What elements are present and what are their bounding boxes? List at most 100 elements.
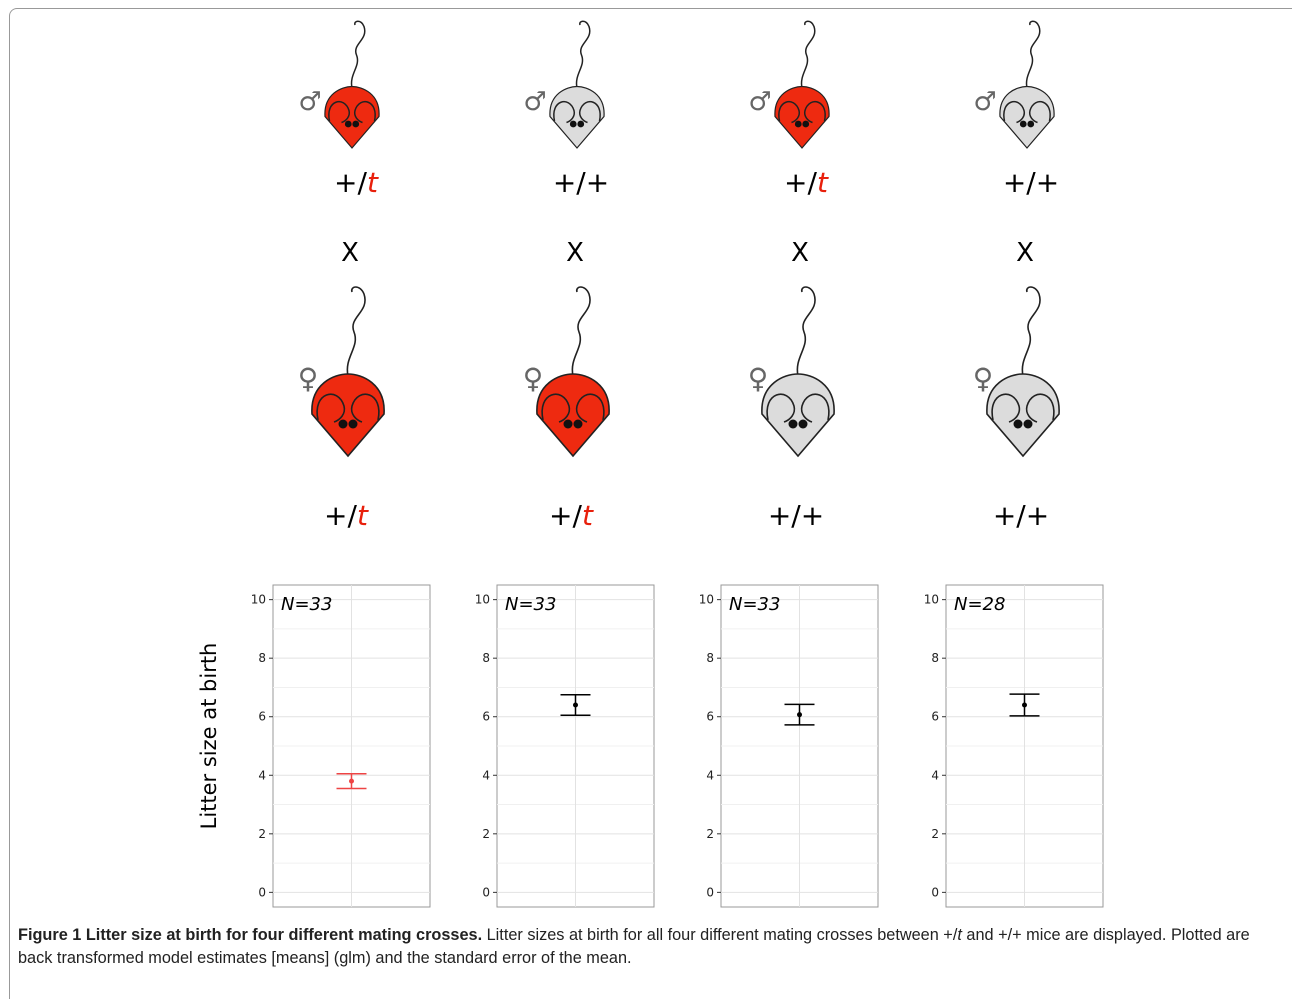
genotype-part: +/ xyxy=(784,166,817,199)
mouse-eye xyxy=(1020,121,1027,128)
genotype: +/+ xyxy=(553,166,609,199)
y-tick-label: 4 xyxy=(258,768,266,782)
mouse-tail xyxy=(1022,287,1040,376)
mouse-tail xyxy=(577,21,590,88)
y-axis-label: Litter size at birth xyxy=(197,643,221,830)
caption-text: Litter sizes at birth for all four diffe… xyxy=(482,926,957,944)
genotype: +/t xyxy=(784,166,829,199)
mouse-body xyxy=(987,374,1059,456)
mouse-body xyxy=(537,374,609,456)
male-symbol: ♂ xyxy=(748,87,771,117)
mouse xyxy=(325,21,379,148)
genotype-part: t xyxy=(817,166,829,199)
mouse-tail xyxy=(352,21,365,88)
mouse xyxy=(775,21,829,148)
genotype: +/+ xyxy=(1003,166,1059,199)
sample-size: N=33 xyxy=(729,594,780,615)
mouse-tail xyxy=(797,287,815,376)
y-tick-label: 0 xyxy=(258,885,266,899)
mouse-body xyxy=(762,374,834,456)
caption: Figure 1 Litter size at birth for four d… xyxy=(18,924,1280,970)
figure: ♂+/tX♀+/t♂+/+X♀+/t♂+/tX♀+/+♂+/+X♀+/+0246… xyxy=(0,0,1292,915)
mouse-body xyxy=(775,87,829,149)
genotype-part: t xyxy=(357,499,369,532)
mouse-eye xyxy=(799,420,808,429)
genotype-part: +/+ xyxy=(993,499,1049,532)
y-tick-label: 4 xyxy=(482,768,490,782)
mouse-eye xyxy=(1014,420,1023,429)
mean-point xyxy=(349,779,354,784)
male-symbol: ♂ xyxy=(298,87,321,117)
y-tick-label: 2 xyxy=(706,827,714,841)
y-tick-label: 8 xyxy=(706,651,714,665)
mean-point xyxy=(797,712,802,717)
y-tick-label: 10 xyxy=(924,593,939,607)
mouse-body xyxy=(312,374,384,456)
mouse-body xyxy=(1000,87,1054,149)
caption-title: Figure 1 Litter size at birth for four d… xyxy=(18,926,482,944)
y-tick-label: 10 xyxy=(251,593,266,607)
mouse-body xyxy=(550,87,604,149)
mean-point xyxy=(1022,703,1027,708)
genotype-part: t xyxy=(367,166,379,199)
mouse xyxy=(537,287,609,456)
y-tick-label: 4 xyxy=(931,768,939,782)
mouse-eye xyxy=(574,420,583,429)
page: ♂+/tX♀+/t♂+/+X♀+/t♂+/tX♀+/+♂+/+X♀+/+0246… xyxy=(0,0,1292,983)
cross-mark: X xyxy=(341,238,359,268)
female-symbol: ♀ xyxy=(298,362,319,395)
mouse-eye xyxy=(1027,121,1034,128)
mean-point xyxy=(573,703,578,708)
y-tick-label: 10 xyxy=(475,593,490,607)
cross-mark: X xyxy=(566,238,584,268)
y-tick-label: 4 xyxy=(706,768,714,782)
genotype-part: t xyxy=(582,499,594,532)
mouse-tail xyxy=(802,21,815,88)
mouse-body xyxy=(325,87,379,149)
y-tick-label: 6 xyxy=(258,710,266,724)
genotype: +/+ xyxy=(768,499,824,532)
genotype: +/t xyxy=(324,499,369,532)
mouse xyxy=(762,287,834,456)
mouse-tail xyxy=(572,287,590,376)
y-tick-label: 10 xyxy=(699,593,714,607)
y-tick-label: 8 xyxy=(482,651,490,665)
genotype: +/+ xyxy=(993,499,1049,532)
genotype-part: +/+ xyxy=(553,166,609,199)
sample-size: N=28 xyxy=(954,594,1005,615)
genotype-part: +/ xyxy=(334,166,367,199)
mouse-eye xyxy=(802,121,809,128)
y-tick-label: 8 xyxy=(931,651,939,665)
genotype-part: +/ xyxy=(549,499,582,532)
y-tick-label: 2 xyxy=(258,827,266,841)
mouse-eye xyxy=(349,420,358,429)
y-tick-label: 0 xyxy=(931,885,939,899)
y-tick-label: 0 xyxy=(482,885,490,899)
y-tick-label: 2 xyxy=(482,827,490,841)
mouse-eye xyxy=(795,121,802,128)
y-tick-label: 6 xyxy=(482,710,490,724)
mouse-eye xyxy=(345,121,352,128)
female-symbol: ♀ xyxy=(973,362,994,395)
mouse-tail xyxy=(347,287,365,376)
mouse-eye xyxy=(564,420,573,429)
mouse xyxy=(312,287,384,456)
genotype: +/t xyxy=(334,166,379,199)
mouse xyxy=(550,21,604,148)
mouse-eye xyxy=(570,121,577,128)
y-tick-label: 6 xyxy=(706,710,714,724)
mouse-tail xyxy=(1027,21,1040,88)
male-symbol: ♂ xyxy=(973,87,996,117)
y-tick-label: 6 xyxy=(931,710,939,724)
male-symbol: ♂ xyxy=(523,87,546,117)
mouse-eye xyxy=(789,420,798,429)
mouse xyxy=(1000,21,1054,148)
mouse xyxy=(987,287,1059,456)
y-tick-label: 8 xyxy=(258,651,266,665)
female-symbol: ♀ xyxy=(523,362,544,395)
mouse-eye xyxy=(339,420,348,429)
genotype-part: +/ xyxy=(324,499,357,532)
cross-mark: X xyxy=(1016,238,1034,268)
genotype: +/t xyxy=(549,499,594,532)
y-tick-label: 2 xyxy=(931,827,939,841)
